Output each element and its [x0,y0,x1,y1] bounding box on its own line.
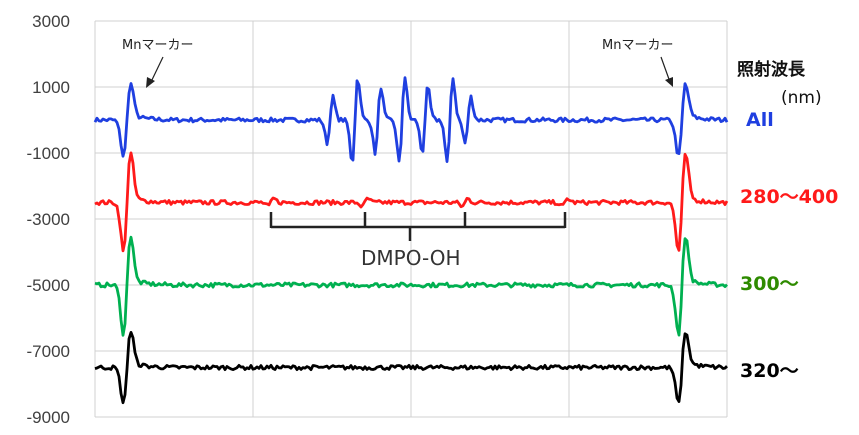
series-line-1 [94,151,729,253]
y-tick-label: 1000 [32,78,70,97]
y-tick-label: -3000 [27,210,70,229]
series-label-all: All [746,109,774,131]
series-line-0 [93,76,729,164]
y-tick-label: -5000 [27,276,70,295]
y-tick-label: 3000 [32,12,70,31]
legend-unit: (nm) [781,88,822,108]
y-tick-label: -9000 [27,408,70,427]
series-line-2 [94,235,728,337]
y-tick-label: -1000 [27,144,70,163]
series-lines [93,76,729,405]
y-axis-ticks: 3000 1000 -1000 -3000 -5000 -7000 -9000 [27,12,70,427]
series-line-3 [94,330,728,405]
series-label-320: 320～ [740,360,799,382]
dmpo-oh-bracket [269,212,567,241]
mn-marker-arrowhead-right [665,77,673,87]
mn-marker-arrow-right [660,56,671,83]
series-label-300: 300～ [740,273,799,295]
dmpo-oh-label: DMPO-OH [361,246,461,270]
mn-marker-label-left: Mnマーカー [122,38,193,53]
mn-marker-arrow-left [149,56,164,85]
series-label-280-400: 280～400 [740,186,838,208]
y-tick-label: -7000 [27,342,70,361]
legend-title: 照射波長 [737,59,806,80]
mn-marker-arrowhead-left [146,77,155,88]
gridlines [94,20,728,418]
mn-marker-label-right: Mnマーカー [602,38,673,53]
